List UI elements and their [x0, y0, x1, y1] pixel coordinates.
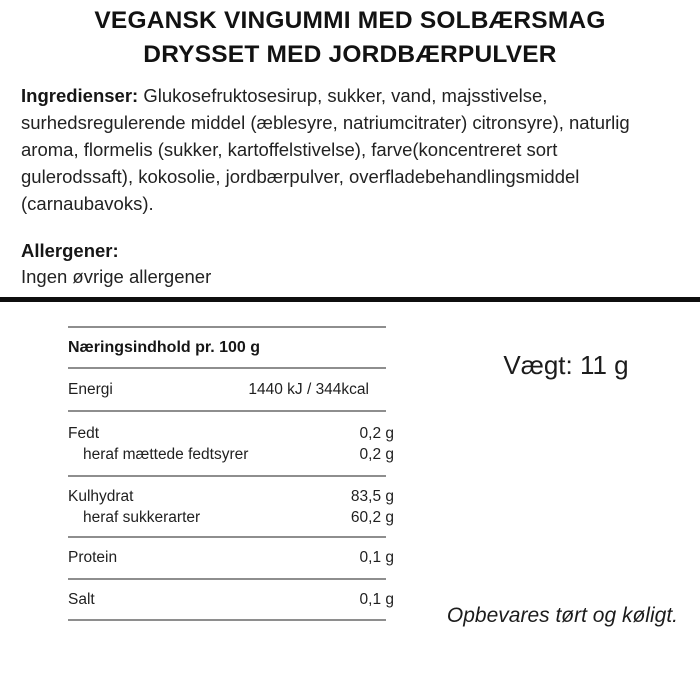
nutrition-row-protein: Protein 0,1 g — [68, 547, 394, 568]
ingredients-label: Ingredienser: — [21, 85, 139, 106]
allergens-label: Allergener: — [21, 240, 119, 261]
product-title-line2: DRYSSET MED JORDBÆRPULVER — [143, 41, 557, 68]
nutrition-label: Fedt — [68, 425, 100, 442]
nutrition-group-salt: Salt 0,1 g — [68, 580, 394, 621]
ingredients-text: Glukosefruktosesirup, sukker, vand, majs… — [143, 85, 548, 106]
nutrition-table-header: Næringsindhold pr. 100 g — [68, 339, 261, 356]
nutrition-value: 0,2 g — [359, 446, 394, 463]
ingredients-line: Ingredienser: Glukosefruktosesirup, sukk… — [21, 82, 682, 109]
nutrition-value: 60,2 g — [350, 509, 394, 526]
nutrition-group-fat: Fedt 0,2 g heraf mættede fedtsyrer 0,2 g — [68, 412, 394, 477]
nutrition-label: Salt — [68, 591, 95, 608]
ingredients-line: (carnaubavoks). — [21, 193, 154, 214]
nutrition-label: Kulhydrat — [68, 488, 134, 505]
section-divider — [0, 297, 700, 302]
nutrition-value: 0,2 g — [359, 425, 394, 442]
nutrition-label: Energi — [68, 381, 113, 398]
product-title-line1: VEGANSK VINGUMMI MED SOLBÆRSMAG — [94, 7, 606, 34]
nutrition-group-energy: Energi 1440 kJ / 344kcal — [68, 369, 386, 412]
nutrition-table-header-row: Næringsindhold pr. 100 g — [68, 328, 386, 369]
nutrition-row-fat: Fedt 0,2 g — [68, 423, 394, 444]
ingredients-section: Ingredienser: Glukosefruktosesirup, sukk… — [21, 82, 682, 217]
nutrition-row-carbohydrate: Kulhydrat 83,5 g — [68, 486, 394, 507]
nutrition-label: heraf mættede fedtsyrer — [83, 446, 249, 463]
allergens-text: Ingen øvrige allergener — [21, 266, 212, 287]
nutrition-row-sugars: heraf sukkerarter 60,2 g — [68, 507, 394, 528]
nutrition-row-saturated-fat: heraf mættede fedtsyrer 0,2 g — [68, 444, 394, 465]
product-title: VEGANSK VINGUMMI MED SOLBÆRSMAG DRYSSET … — [0, 4, 700, 72]
nutrition-label: heraf sukkerarter — [83, 509, 201, 526]
nutrition-value: 0,1 g — [359, 549, 394, 566]
nutrition-group-carbohydrate: Kulhydrat 83,5 g heraf sukkerarter 60,2 … — [68, 477, 394, 538]
nutrition-value: 83,5 g — [350, 488, 394, 505]
nutrition-value: 0,1 g — [359, 591, 394, 608]
nutrition-value: 1440 kJ / 344kcal — [248, 381, 369, 398]
weight-text: Vægt: 11 g — [503, 350, 629, 380]
nutrition-table: Næringsindhold pr. 100 g Energi 1440 kJ … — [68, 326, 394, 621]
ingredients-line: gulerodssaft), kokosolie, jordbærpulver,… — [21, 166, 580, 187]
storage-instruction: Opbevares tørt og køligt. — [446, 604, 678, 627]
nutrition-group-protein: Protein 0,1 g — [68, 538, 394, 580]
ingredients-line: aroma, flormelis (sukker, kartoffelstive… — [21, 139, 558, 160]
nutrition-label: Protein — [68, 549, 118, 566]
nutrition-row-energy: Energi 1440 kJ / 344kcal — [68, 379, 386, 400]
ingredients-line: surhedsregulerende middel (æblesyre, nat… — [21, 112, 630, 133]
nutrition-row-salt: Salt 0,1 g — [68, 589, 394, 610]
